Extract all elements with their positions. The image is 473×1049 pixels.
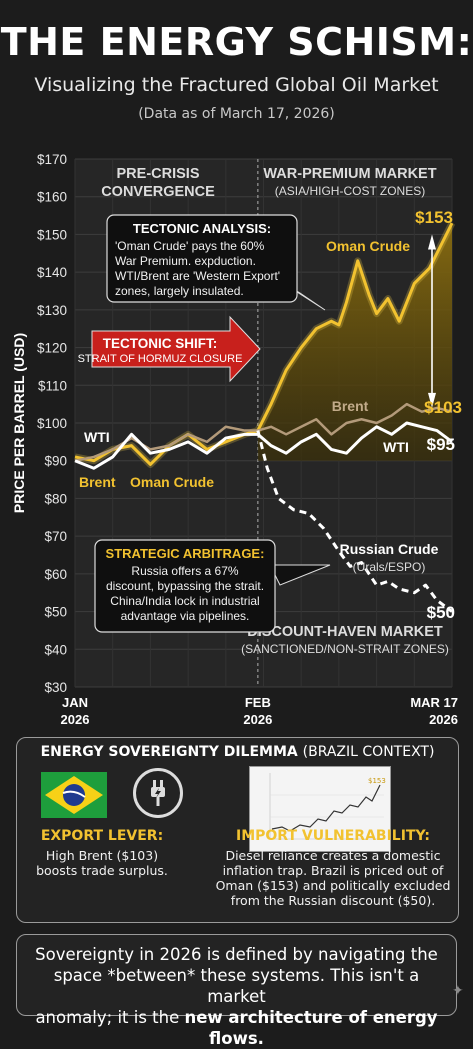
y-tick-label: $90 [44, 454, 67, 469]
zone-subtitle-war-premium: (ASIA/HIGH-COST ZONES) [275, 184, 425, 198]
tectonic-shift-heading: TECTONIC SHIFT: [103, 336, 218, 351]
callout-line: China/India lock in industrial [110, 594, 259, 608]
dilemma-panel: ENERGY SOVEREIGNTY DILEMMA (BRAZIL CONTE… [16, 737, 459, 923]
power-plug-icon [133, 768, 183, 818]
header: THE ENERGY SCHISM: Visualizing the Fract… [0, 0, 473, 140]
y-tick-label: $50 [44, 605, 67, 620]
tectonic-shift-arrow [91, 315, 261, 383]
zone-subtitle-discount-haven: (SANCTIONED/NON-STRAIT ZONES) [241, 642, 449, 656]
page-title: THE ENERGY SCHISM: [0, 20, 473, 64]
conclusion-box: Sovereignty in 2026 is defined by naviga… [16, 934, 457, 1048]
callout-line: zones, largely insulated. [115, 284, 244, 298]
callout-line: WTI/Brent are 'Western Export' [115, 269, 280, 283]
zone-title-pre-crisis: PRE-CRISIS [117, 166, 200, 182]
y-tick-label: $140 [37, 265, 67, 280]
thumbnail-value: $153 [368, 777, 386, 785]
series-layer [74, 221, 456, 613]
end-value-russian: $50 [427, 603, 455, 622]
callout-line: 'Oman Crude' pays the 60% [115, 239, 265, 253]
as-of-date: (Data as of March 17, 2026) [138, 106, 335, 122]
export-line: High Brent ($103) [45, 848, 159, 863]
mini-chart-thumbnail: $153 [249, 766, 391, 852]
page-subtitle: Visualizing the Fractured Global Oil Mar… [34, 74, 439, 96]
callout-tectonic-analysis [106, 214, 298, 303]
conclusion-text: anomaly; it is the [35, 1008, 185, 1027]
y-tick-label: $110 [38, 378, 67, 393]
label-brent-left: Brent [79, 474, 116, 490]
dilemma-heading: ENERGY SOVEREIGNTY DILEMMA [40, 744, 298, 760]
series-line-wti [74, 421, 453, 470]
y-tick-label: $130 [37, 303, 67, 318]
x-tick-label: 2026 [243, 712, 272, 727]
sparkle-icon: ✦ [452, 983, 464, 999]
y-tick-label: $170 [37, 152, 67, 167]
callout-line: Russia offers a 67% [131, 564, 238, 578]
export-line: boosts trade surplus. [36, 863, 168, 878]
x-tick-label: 2026 [429, 712, 458, 727]
dilemma-title: ENERGY SOVEREIGNTY DILEMMA (BRAZIL CONTE… [17, 744, 458, 760]
y-tick-label: $160 [37, 190, 67, 205]
callout-heading: TECTONIC ANALYSIS: [133, 221, 271, 236]
import-line: inflation trap. Brazil is priced out of [222, 863, 444, 878]
x-tick-label: MAR 17 [410, 695, 458, 710]
callout-line: War Premium. expduction. [115, 254, 256, 268]
zone-title-war-premium: WAR-PREMIUM MARKET [263, 166, 436, 182]
y-tick-label: $40 [44, 642, 67, 657]
export-lever-heading: EXPORT LEVER: [40, 828, 164, 844]
dilemma-context: (BRAZIL CONTEXT) [302, 744, 435, 760]
y-tick-label: $120 [37, 341, 67, 356]
callout-heading: STRATEGIC ARBITRAGE: [106, 546, 265, 561]
import-line: Oman ($153) and politically excluded [215, 878, 451, 893]
zone-title-discount-haven: DISCOUNT-HAVEN MARKET [247, 624, 443, 640]
conclusion-emphasis: new architecture of energy flows. [184, 1008, 438, 1048]
y-tick-label: $70 [44, 529, 67, 544]
y-axis-label: PRICE PER BARREL (USD) [11, 333, 27, 513]
label-wti-right: WTI [383, 439, 409, 455]
export-lever-text: High Brent ($103) boosts trade surplus. [27, 848, 177, 878]
end-value-brent: $103 [424, 398, 462, 417]
callout-strategic-arbitrage [94, 539, 276, 633]
x-tick-label: JAN [62, 695, 88, 710]
label-russian-sub: (Urals/ESPO) [353, 560, 426, 574]
y-tick-label: $30 [44, 680, 67, 695]
war-premium-zone [257, 223, 452, 461]
label-oman-right: Oman Crude [326, 238, 410, 254]
y-tick-label: $150 [37, 227, 67, 242]
label-russian: Russian Crude [340, 541, 439, 557]
label-layer: PRE-CRISIS CONVERGENCE WAR-PREMIUM MARKET (… [78, 166, 462, 656]
series-line-oman [74, 222, 454, 466]
tectonic-shift-sub: STRAIT OF HORMUZ CLOSURE [78, 353, 243, 365]
x-tick-label: FEB [245, 695, 271, 710]
import-line: from the Russian discount ($50). [230, 893, 436, 908]
import-vulnerability-text: Diesel reliance creates a domestic infla… [213, 848, 453, 908]
zone-layer [257, 223, 452, 461]
series-line-brent [74, 402, 453, 462]
zone-title-pre-crisis: CONVERGENCE [101, 184, 215, 200]
spread-arrow-head [428, 234, 436, 250]
conclusion-line: Sovereignty in 2026 is defined by naviga… [35, 945, 438, 964]
price-chart: $30 $40 $50 $60 $70 $80 $90 $100 $110 $120 $130 $14… [11, 152, 462, 727]
y-tick-label: $100 [37, 416, 67, 431]
x-tick-label: 2026 [61, 712, 90, 727]
import-line: Diesel reliance creates a domestic [225, 848, 441, 863]
end-value-wti: $95 [427, 435, 455, 454]
conclusion-line: anomaly; it is the new architecture of e… [25, 1007, 448, 1049]
label-brent-right: Brent [332, 398, 369, 414]
conclusion-line: space *between* these systems. This isn'… [53, 966, 420, 1006]
end-value-oman: $153 [415, 208, 453, 227]
callout-line: discount, bypassing the strait. [106, 579, 264, 593]
y-tick-label: $60 [44, 567, 67, 582]
import-vulnerability-heading: IMPORT VULNERABILITY: [236, 828, 430, 844]
label-oman-left: Oman Crude [130, 474, 214, 490]
y-tick-label: $80 [44, 491, 67, 506]
brazil-flag-icon [41, 772, 107, 818]
spread-arrow-head [428, 392, 436, 408]
callout-line: advantage via pipelines. [121, 609, 250, 623]
label-wti-left: WTI [84, 429, 110, 445]
